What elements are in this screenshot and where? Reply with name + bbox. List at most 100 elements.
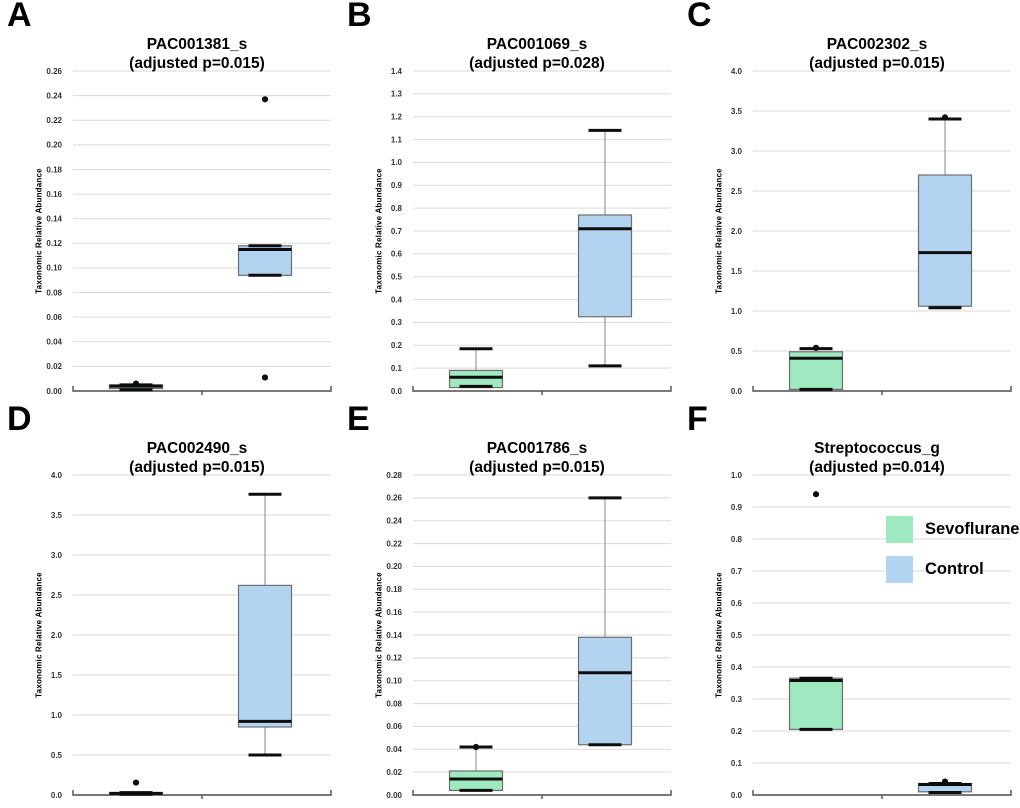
y-axis-label: Taxonomic Relative Abundance [374, 168, 384, 294]
panel-title-taxon: PAC001786_s [486, 440, 588, 457]
y-tick-label: 1.5 [731, 267, 743, 276]
panel-letter: D [7, 400, 33, 438]
boxplot-plot: 0.0 0.5 1.0 1.5 2.0 2.5 3.0 3.5 4.0 [51, 471, 332, 800]
boxplot-plot: 0.0 0.1 0.2 0.3 0.4 0.5 0.6 0.7 0.8 0.9 1.0 [731, 471, 1012, 800]
y-tick-label: 0.08 [386, 699, 402, 708]
y-tick-label: 0.26 [46, 67, 62, 76]
outlier-dot-control [261, 374, 269, 381]
y-tick-label: 0.22 [46, 116, 62, 125]
y-tick-label: 4.0 [731, 67, 743, 76]
boxplot-plot: 0.0 0.5 1.0 1.5 2.0 2.5 3.0 3.5 4.0 [731, 67, 1012, 396]
y-tick-label: 0.20 [386, 562, 402, 571]
y-tick-label: 0.16 [46, 190, 62, 199]
legend-swatch-sevoflurane [886, 516, 913, 543]
y-tick-label: 2.5 [731, 187, 743, 196]
y-tick-label: 0.8 [731, 535, 743, 544]
y-tick-label: 1.3 [391, 90, 403, 99]
legend-swatch-control [886, 556, 913, 583]
y-tick-label: 0.0 [731, 791, 743, 800]
panel-title-pvalue: (adjusted p=0.014) [809, 459, 945, 476]
y-tick-label: 3.0 [51, 551, 63, 560]
y-tick-label: 3.5 [731, 107, 743, 116]
panel-title-pvalue: (adjusted p=0.028) [469, 55, 605, 72]
y-tick-label: 0.3 [731, 695, 743, 704]
box-sevoflurane [788, 677, 844, 731]
y-tick-label: 0.0 [731, 387, 743, 396]
legend-label-sevoflurane: Sevoflurane [925, 520, 1020, 538]
y-axis-label: Taxonomic Relative Abundance [714, 572, 724, 698]
panel-title-pvalue: (adjusted p=0.015) [809, 55, 945, 72]
y-tick-label: 0.26 [386, 494, 402, 503]
y-tick-label: 0.28 [386, 471, 402, 480]
outlier-dot-sevoflurane [812, 344, 820, 351]
y-tick-label: 1.5 [51, 671, 63, 680]
panel-title-pvalue: (adjusted p=0.015) [129, 459, 265, 476]
y-tick-label: 0.18 [46, 165, 62, 174]
y-tick-label: 0.9 [391, 181, 403, 190]
boxplot-plot: 0.00 0.02 0.04 0.06 0.08 0.10 0.12 0.14 0.16 0.18… [46, 67, 332, 396]
panel-title: PAC002302_s (adjusted p=0.015) [743, 35, 1011, 73]
panel-title-taxon: PAC002490_s [146, 440, 248, 457]
outlier-dot-sevoflurane [472, 743, 480, 751]
legend: Sevoflurane Control [886, 516, 1019, 583]
y-tick-label: 2.0 [731, 227, 743, 236]
outlier-dot-control [261, 96, 269, 103]
panel-title-taxon: PAC001381_s [146, 36, 248, 53]
y-axis-label: Taxonomic Relative Abundance [714, 168, 724, 294]
y-tick-label: 0.18 [386, 585, 402, 594]
panel-letter: F [687, 400, 709, 438]
panel-title-pvalue: (adjusted p=0.015) [129, 55, 265, 72]
y-tick-label: 0.24 [46, 91, 62, 100]
outlier-dot-sevoflurane [812, 491, 820, 498]
y-tick-label: 0.02 [386, 768, 402, 777]
outlier-dot-control [941, 778, 949, 785]
panel-c: C PAC002302_s (adjusted p=0.015) Taxonom… [680, 0, 1020, 404]
y-tick-label: 2.0 [51, 631, 63, 640]
y-tick-label: 0.1 [391, 364, 403, 373]
y-tick-label: 0.7 [391, 227, 403, 236]
y-tick-label: 0.5 [51, 751, 63, 760]
boxplot-plot: 0.00 0.02 0.04 0.06 0.08 0.10 0.12 0.14 0.16 0.18… [386, 471, 672, 800]
x-axis [752, 790, 1012, 796]
panel-title: PAC001786_s (adjusted p=0.015) [403, 439, 671, 477]
y-tick-label: 2.5 [51, 591, 63, 600]
y-tick-label: 1.4 [391, 67, 403, 76]
y-tick-label: 0.20 [46, 141, 62, 150]
y-tick-label: 1.0 [731, 471, 743, 480]
panel-title-taxon: Streptococcus_g [814, 440, 940, 457]
y-tick-label: 0.12 [46, 239, 62, 248]
y-tick-label: 1.2 [391, 113, 403, 122]
y-axis-label: Taxonomic Relative Abundance [34, 572, 44, 698]
y-tick-label: 0.04 [46, 338, 62, 347]
y-tick-label: 0.4 [391, 295, 403, 304]
panel-title: PAC001069_s (adjusted p=0.028) [403, 35, 671, 73]
box-control [237, 584, 293, 728]
y-tick-label: 0.08 [46, 288, 62, 297]
panel-title: PAC002490_s (adjusted p=0.015) [63, 439, 331, 477]
box-sevoflurane [448, 770, 504, 792]
panel-title: PAC001381_s (adjusted p=0.015) [63, 35, 331, 73]
y-tick-label: 0.0 [51, 791, 63, 800]
y-tick-label: 0.00 [46, 387, 62, 396]
y-tick-label: 0.0 [391, 387, 403, 396]
y-tick-label: 0.5 [731, 631, 743, 640]
y-tick-label: 1.1 [391, 135, 403, 144]
box-control [577, 636, 633, 746]
panel-letter: C [687, 0, 713, 34]
y-tick-label: 0.6 [391, 250, 403, 259]
panel-b: B PAC001069_s (adjusted p=0.028) Taxonom… [340, 0, 680, 404]
panel-a: A PAC001381_s (adjusted p=0.015) Taxonom… [0, 0, 340, 404]
y-tick-label: 0.9 [731, 503, 743, 512]
panel-letter: A [7, 0, 33, 34]
y-tick-label: 1.0 [731, 307, 743, 316]
y-tick-label: 0.22 [386, 539, 402, 548]
y-tick-label: 0.2 [731, 727, 743, 736]
y-tick-label: 0.5 [391, 273, 403, 282]
y-tick-label: 0.8 [391, 204, 403, 213]
y-tick-label: 0.02 [46, 362, 62, 371]
y-tick-label: 0.10 [46, 264, 62, 273]
y-tick-label: 4.0 [51, 471, 63, 480]
y-tick-label: 0.6 [731, 599, 743, 608]
panel-letter: B [347, 0, 373, 34]
